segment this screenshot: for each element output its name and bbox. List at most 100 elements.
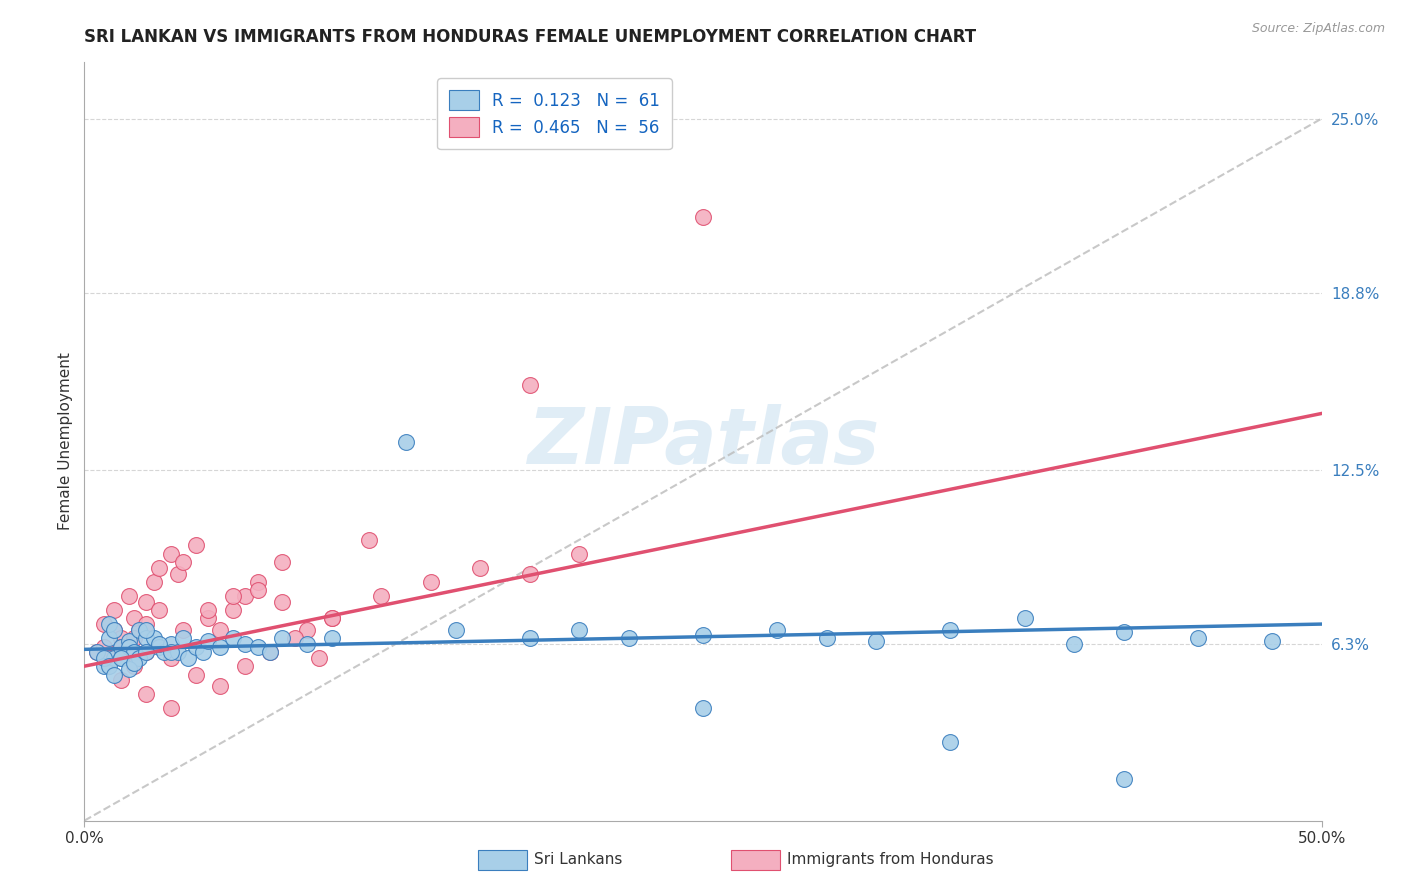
- Point: [568, 547, 591, 561]
- Point: [110, 640, 132, 654]
- Point: [1261, 634, 1284, 648]
- Point: [444, 623, 467, 637]
- Text: ZIPatlas: ZIPatlas: [527, 403, 879, 480]
- Point: [259, 645, 281, 659]
- Point: [135, 594, 157, 608]
- Point: [135, 645, 157, 659]
- Point: [222, 589, 245, 603]
- Point: [93, 640, 115, 654]
- Point: [321, 611, 343, 625]
- Point: [295, 637, 318, 651]
- Point: [118, 662, 141, 676]
- Point: [246, 583, 269, 598]
- Point: [98, 650, 121, 665]
- Point: [191, 645, 214, 659]
- Point: [148, 603, 170, 617]
- Text: Sri Lankans: Sri Lankans: [534, 853, 623, 867]
- Point: [118, 634, 141, 648]
- Point: [160, 645, 183, 659]
- Point: [135, 617, 157, 632]
- Point: [197, 603, 219, 617]
- Point: [519, 631, 541, 645]
- Point: [103, 650, 125, 665]
- Point: [135, 645, 157, 659]
- Point: [357, 533, 380, 547]
- Point: [470, 561, 492, 575]
- Point: [271, 594, 294, 608]
- Point: [1014, 611, 1036, 625]
- Point: [122, 611, 145, 625]
- Point: [197, 611, 219, 625]
- Point: [118, 640, 141, 654]
- Point: [148, 561, 170, 575]
- Point: [98, 631, 121, 645]
- Point: [184, 538, 207, 552]
- Point: [160, 701, 183, 715]
- Point: [519, 378, 541, 392]
- Legend: R =  0.123   N =  61, R =  0.465   N =  56: R = 0.123 N = 61, R = 0.465 N = 56: [437, 78, 672, 149]
- Point: [122, 645, 145, 659]
- Point: [395, 434, 418, 449]
- Point: [284, 631, 307, 645]
- Point: [93, 659, 115, 673]
- Point: [295, 623, 318, 637]
- Point: [568, 623, 591, 637]
- Point: [370, 589, 392, 603]
- Y-axis label: Female Unemployment: Female Unemployment: [58, 352, 73, 531]
- Point: [1187, 631, 1209, 645]
- Point: [209, 623, 232, 637]
- Point: [419, 574, 441, 589]
- Point: [128, 623, 150, 637]
- Point: [103, 623, 125, 637]
- Point: [98, 659, 121, 673]
- Point: [184, 667, 207, 681]
- Point: [692, 210, 714, 224]
- Point: [152, 645, 174, 659]
- Point: [692, 701, 714, 715]
- Text: Source: ZipAtlas.com: Source: ZipAtlas.com: [1251, 22, 1385, 36]
- Point: [135, 687, 157, 701]
- Point: [271, 631, 294, 645]
- Point: [209, 679, 232, 693]
- Point: [222, 603, 245, 617]
- Point: [103, 667, 125, 681]
- Point: [172, 555, 194, 569]
- Point: [110, 673, 132, 688]
- Point: [122, 657, 145, 671]
- Point: [103, 623, 125, 637]
- Point: [246, 640, 269, 654]
- Point: [766, 623, 789, 637]
- Point: [233, 589, 256, 603]
- Point: [1112, 772, 1135, 786]
- Point: [98, 650, 121, 665]
- Point: [177, 650, 200, 665]
- Point: [1112, 625, 1135, 640]
- Point: [122, 645, 145, 659]
- Text: SRI LANKAN VS IMMIGRANTS FROM HONDURAS FEMALE UNEMPLOYMENT CORRELATION CHART: SRI LANKAN VS IMMIGRANTS FROM HONDURAS F…: [84, 28, 977, 45]
- Point: [172, 623, 194, 637]
- Point: [110, 650, 132, 665]
- Point: [865, 634, 887, 648]
- Point: [122, 631, 145, 645]
- Point: [122, 659, 145, 673]
- Point: [1063, 637, 1085, 651]
- Point: [160, 637, 183, 651]
- Point: [167, 566, 190, 581]
- Point: [93, 617, 115, 632]
- Point: [321, 611, 343, 625]
- Point: [246, 574, 269, 589]
- Point: [110, 631, 132, 645]
- Point: [142, 574, 165, 589]
- Point: [519, 566, 541, 581]
- Point: [148, 640, 170, 654]
- Point: [939, 735, 962, 749]
- Point: [118, 589, 141, 603]
- Point: [692, 628, 714, 642]
- Point: [939, 623, 962, 637]
- Point: [167, 645, 190, 659]
- Point: [172, 631, 194, 645]
- Point: [271, 555, 294, 569]
- Point: [209, 640, 232, 654]
- Point: [308, 650, 330, 665]
- Point: [128, 623, 150, 637]
